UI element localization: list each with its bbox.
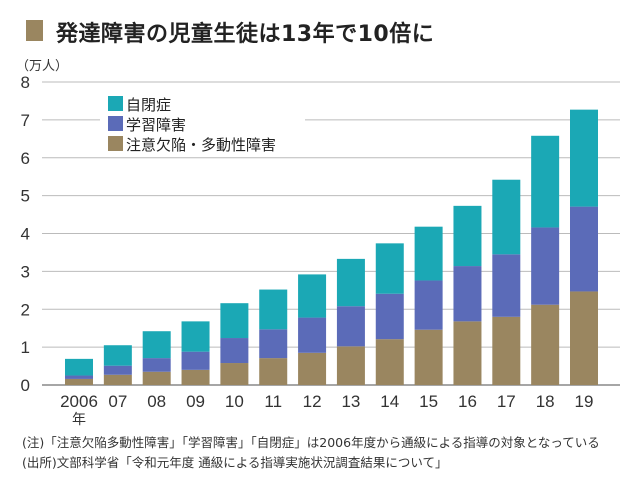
bar-segment [259, 329, 288, 359]
legend-swatch [108, 116, 123, 131]
footnote-source: (出所)文部科学省「令和元年度 通級による指導実施状況調査結果について」 [22, 455, 448, 470]
bar-segment [414, 280, 443, 330]
bar-segment [414, 226, 443, 281]
bar-segment [298, 352, 327, 385]
y-tick-label: 2 [21, 300, 30, 319]
bar-segment [142, 371, 171, 385]
footnote-note: (注)「注意欠陥多動性障害」「学習障害」「自閉症」は2006年度から通級による指… [22, 435, 600, 450]
bar-segment [181, 369, 210, 385]
bar-segment [220, 303, 249, 339]
y-tick-label: 8 [21, 73, 30, 92]
legend-label: 注意欠陥・多動性障害 [126, 136, 276, 154]
y-tick-label: 1 [21, 338, 30, 357]
bar-segment [259, 358, 288, 385]
title-marker [26, 20, 43, 41]
bar-segment [65, 378, 93, 385]
bar-segment [103, 345, 132, 366]
x-tick-label: 14 [380, 392, 399, 411]
legend-swatch [108, 136, 123, 151]
bar-segment [336, 346, 365, 385]
bar-segment [259, 289, 288, 330]
bar-segment [375, 243, 404, 294]
bar-segment [65, 375, 93, 379]
bar-segment [492, 254, 521, 317]
bar-segment [298, 317, 327, 353]
bar-segment [65, 358, 93, 376]
y-tick-label: 3 [21, 262, 30, 281]
bar-segment [453, 205, 482, 267]
bar-segment [142, 331, 171, 359]
chart-title: 発達障害の児童生徒は13年で10倍に [56, 22, 435, 47]
legend-label: 自閉症 [126, 96, 171, 114]
bar-segment [336, 306, 365, 347]
legend-label: 学習障害 [126, 116, 186, 134]
x-tick-label: 15 [419, 392, 438, 411]
bar-segment [453, 321, 482, 385]
x-tick-label: 09 [186, 392, 205, 411]
x-tick-label: 13 [341, 392, 360, 411]
bar-segment [531, 304, 560, 385]
x-tick-label: 11 [264, 392, 282, 411]
x-tick-label: 17 [497, 392, 516, 411]
x-tick-label-suffix: 年 [72, 412, 86, 428]
bar-segment [453, 266, 482, 322]
y-tick-label: 0 [21, 376, 30, 395]
bar-segment [570, 291, 598, 385]
bar-segment [375, 339, 404, 385]
bar-segment [336, 258, 365, 307]
x-tick-label: 10 [225, 392, 244, 411]
x-tick-label: 08 [147, 392, 166, 411]
bar-segment [220, 338, 249, 364]
y-axis-unit-label: （万人） [16, 59, 68, 74]
bar-segment [570, 206, 598, 292]
bar-segment [375, 293, 404, 340]
y-tick-label: 7 [21, 111, 30, 130]
x-tick-label: 18 [536, 392, 555, 411]
legend-swatch [108, 96, 123, 111]
bar-segment [181, 351, 210, 370]
bar-segment [492, 316, 521, 385]
bar-segment [414, 329, 443, 385]
bar-segment [103, 365, 132, 375]
y-tick-label: 5 [21, 187, 30, 206]
x-tick-label: 07 [108, 392, 127, 411]
bar-segment [298, 274, 327, 318]
bar-segment [531, 227, 560, 305]
y-tick-label: 6 [21, 149, 30, 168]
bar-segment [142, 358, 171, 372]
x-tick-label: 12 [303, 392, 322, 411]
bar-segment [181, 321, 210, 352]
x-tick-label: 19 [575, 392, 594, 411]
bar-segment [220, 363, 249, 385]
x-tick-label: 2006 [60, 392, 98, 411]
bar-segment [531, 135, 560, 228]
x-tick-label: 16 [458, 392, 477, 411]
bar-segment [492, 179, 521, 255]
y-tick-label: 4 [21, 225, 30, 244]
bar-segment [103, 374, 132, 385]
bar-segment [570, 109, 598, 207]
legend-background [100, 90, 305, 154]
